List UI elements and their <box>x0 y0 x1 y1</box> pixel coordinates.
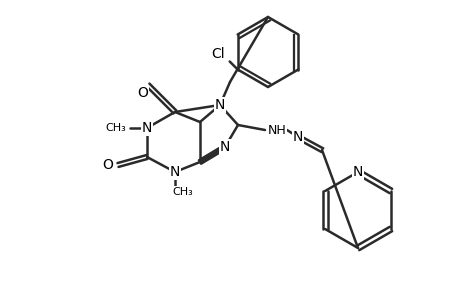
Text: N: N <box>169 165 180 179</box>
Text: Cl: Cl <box>210 46 224 61</box>
Text: N: N <box>214 98 225 112</box>
Text: N: N <box>141 121 152 135</box>
Text: N: N <box>352 165 363 179</box>
Text: CH₃: CH₃ <box>172 187 193 197</box>
Text: CH₃: CH₃ <box>106 123 126 133</box>
Text: N: N <box>219 140 230 154</box>
Text: N: N <box>292 130 302 144</box>
Text: O: O <box>137 86 148 100</box>
Text: O: O <box>102 158 113 172</box>
Text: NH: NH <box>267 124 286 136</box>
